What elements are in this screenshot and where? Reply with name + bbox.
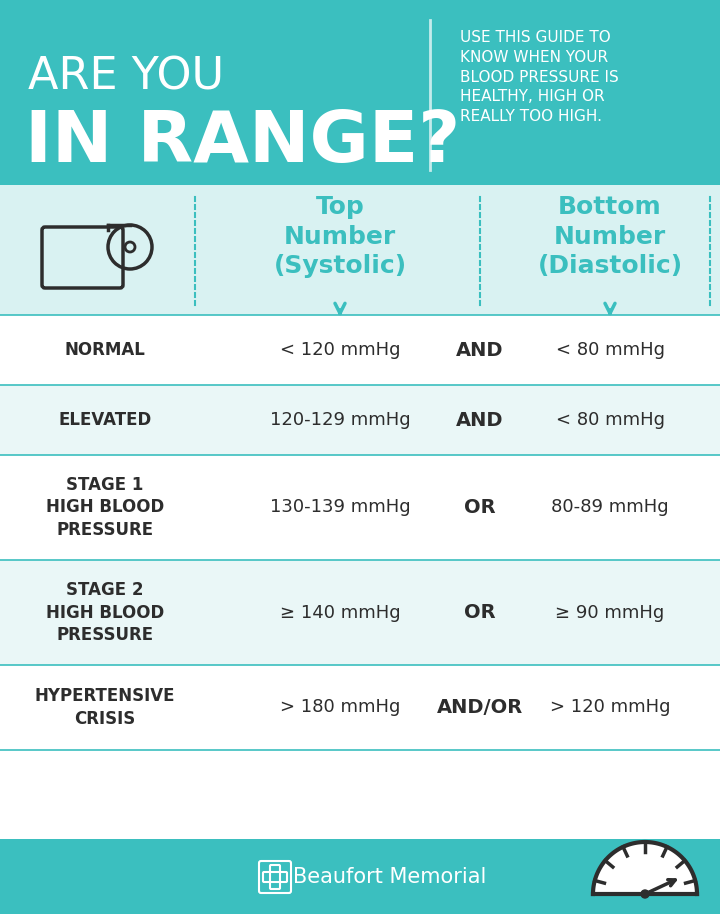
Text: AND/OR: AND/OR: [437, 698, 523, 717]
Text: Beaufort Memorial: Beaufort Memorial: [293, 867, 487, 887]
Text: OR: OR: [464, 603, 496, 622]
Text: Top
Number
(Systolic): Top Number (Systolic): [274, 195, 407, 279]
FancyBboxPatch shape: [0, 185, 720, 315]
Text: ≥ 90 mmHg: ≥ 90 mmHg: [555, 603, 665, 622]
Text: < 120 mmHg: < 120 mmHg: [280, 341, 400, 359]
Text: USE THIS GUIDE TO
KNOW WHEN YOUR
BLOOD PRESSURE IS
HEALTHY, HIGH OR
REALLY TOO H: USE THIS GUIDE TO KNOW WHEN YOUR BLOOD P…: [460, 30, 618, 124]
Text: AND: AND: [456, 410, 504, 430]
FancyBboxPatch shape: [0, 185, 720, 839]
Text: < 80 mmHg: < 80 mmHg: [556, 411, 665, 429]
FancyBboxPatch shape: [0, 0, 720, 185]
Circle shape: [641, 890, 649, 898]
FancyBboxPatch shape: [0, 315, 720, 385]
Text: > 120 mmHg: > 120 mmHg: [550, 698, 670, 717]
Text: > 180 mmHg: > 180 mmHg: [280, 698, 400, 717]
FancyBboxPatch shape: [0, 665, 720, 750]
FancyBboxPatch shape: [0, 455, 720, 560]
Text: NORMAL: NORMAL: [65, 341, 145, 359]
Text: Bottom
Number
(Diastolic): Bottom Number (Diastolic): [537, 195, 683, 279]
Text: 80-89 mmHg: 80-89 mmHg: [552, 498, 669, 516]
Polygon shape: [593, 842, 697, 894]
Text: STAGE 1
HIGH BLOOD
PRESSURE: STAGE 1 HIGH BLOOD PRESSURE: [46, 476, 164, 538]
Text: < 80 mmHg: < 80 mmHg: [556, 341, 665, 359]
Text: ≥ 140 mmHg: ≥ 140 mmHg: [279, 603, 400, 622]
FancyBboxPatch shape: [0, 560, 720, 665]
Text: OR: OR: [464, 498, 496, 517]
Text: HYPERTENSIVE
CRISIS: HYPERTENSIVE CRISIS: [35, 687, 175, 728]
FancyBboxPatch shape: [0, 385, 720, 455]
Text: ARE YOU: ARE YOU: [28, 55, 224, 98]
Text: ELEVATED: ELEVATED: [58, 411, 152, 429]
FancyBboxPatch shape: [0, 839, 720, 914]
Text: 120-129 mmHg: 120-129 mmHg: [270, 411, 410, 429]
Text: 130-139 mmHg: 130-139 mmHg: [270, 498, 410, 516]
Text: AND: AND: [456, 341, 504, 359]
Text: IN RANGE?: IN RANGE?: [25, 108, 460, 177]
Text: STAGE 2
HIGH BLOOD
PRESSURE: STAGE 2 HIGH BLOOD PRESSURE: [46, 581, 164, 643]
